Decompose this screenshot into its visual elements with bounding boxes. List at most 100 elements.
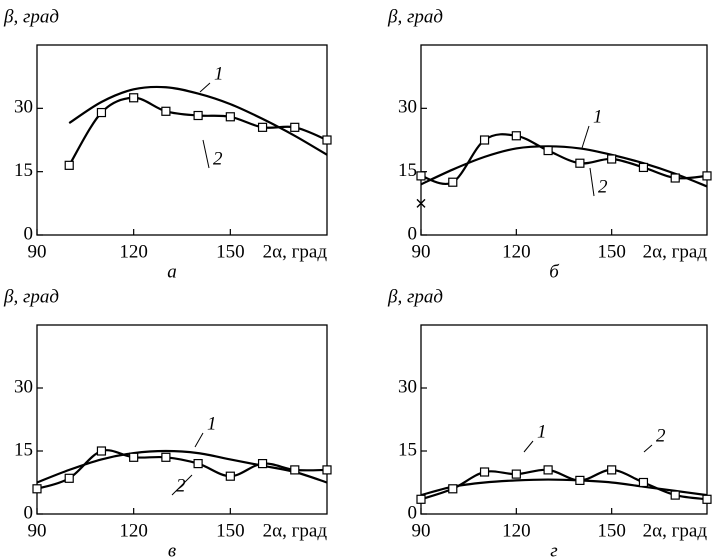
curve [420, 145, 708, 188]
marker [479, 135, 490, 145]
marker [193, 110, 203, 121]
x-axis-label: 2α, град [263, 520, 328, 541]
y-tick-label: 0 [408, 502, 418, 523]
plot-frame [420, 44, 708, 236]
x-tick-label: 90 [28, 520, 47, 541]
marker [416, 171, 426, 181]
y-tick-label: 0 [24, 223, 34, 244]
x-tick-label: 150 [216, 241, 245, 262]
marker [448, 484, 458, 494]
marker [670, 490, 680, 500]
x-axis-label: 2α, град [643, 241, 708, 262]
curve [420, 468, 708, 501]
y-tick-label: 30 [398, 97, 417, 118]
marker [670, 173, 680, 183]
curve [420, 133, 708, 186]
panel-caption: а [167, 261, 177, 282]
y-tick-label: 30 [14, 376, 33, 397]
y-tick-label: 15 [14, 160, 33, 181]
curve-label: 1 [593, 106, 603, 127]
marker [511, 469, 521, 479]
y-tick-label: 30 [398, 376, 417, 397]
marker [161, 452, 171, 462]
marker [257, 459, 268, 469]
marker [290, 122, 300, 132]
panel-caption: в [168, 540, 176, 557]
curve [68, 85, 328, 156]
x-tick-label: 90 [412, 520, 431, 541]
plot-frame [36, 324, 328, 515]
y-tick-label: 0 [408, 223, 418, 244]
x-tick-label: 150 [597, 241, 626, 262]
x-tick-label: 90 [412, 241, 431, 262]
curve-label: 2 [598, 176, 608, 197]
marker [129, 93, 139, 103]
y-tick-label: 15 [14, 439, 33, 460]
x-axis-label: 2α, град [643, 520, 708, 541]
x-tick-label: 150 [216, 520, 245, 541]
leader-line [523, 440, 534, 453]
marker [575, 475, 585, 485]
leader-line [199, 82, 211, 93]
y-axis-label: β, град [3, 6, 59, 27]
marker [416, 494, 426, 504]
leader-line [202, 139, 210, 169]
x-axis-label: 2α, град [263, 241, 328, 262]
curve-label: 1 [537, 421, 547, 442]
marker [448, 177, 458, 187]
curve-label: 2 [176, 475, 186, 496]
marker [32, 484, 42, 494]
x-tick-label: 120 [119, 241, 148, 262]
plot-frame [420, 324, 708, 515]
marker [96, 107, 107, 118]
y-axis-label: β, град [3, 286, 59, 307]
y-tick-label: 30 [14, 97, 33, 118]
marker [638, 162, 649, 173]
marker [702, 171, 712, 181]
y-axis-label: β, град [387, 6, 443, 27]
marker [290, 465, 300, 475]
curve-label: 2 [213, 148, 223, 169]
marker [575, 158, 585, 168]
curve-label: 1 [214, 63, 224, 84]
x-tick-label: 90 [28, 241, 47, 262]
leader-line [171, 474, 193, 496]
marker [638, 477, 649, 488]
marker [543, 145, 553, 156]
panel-caption: г [550, 540, 557, 557]
marker [225, 471, 235, 481]
marker [257, 122, 268, 132]
panel-caption: б [549, 261, 560, 282]
marker [193, 459, 203, 469]
y-tick-label: 15 [398, 160, 417, 181]
marker [607, 465, 617, 475]
x-tick-label: 120 [502, 241, 531, 262]
marker [702, 494, 712, 504]
cross-marker [416, 198, 426, 208]
marker [543, 465, 553, 475]
y-tick-label: 15 [398, 439, 417, 460]
leader-line [589, 167, 595, 197]
marker [96, 446, 107, 456]
curve-label: 2 [656, 425, 666, 446]
y-axis-label: β, град [387, 286, 443, 307]
marker [607, 154, 617, 164]
x-tick-label: 120 [502, 520, 531, 541]
leader-line [581, 125, 590, 149]
curve-label: 1 [207, 413, 217, 434]
marker [479, 467, 490, 477]
marker [129, 452, 139, 462]
marker [64, 473, 74, 483]
marker [322, 135, 332, 145]
leader-line [194, 432, 204, 448]
marker [161, 106, 171, 116]
marker [225, 112, 235, 122]
y-tick-label: 0 [24, 502, 34, 523]
x-tick-label: 150 [597, 520, 626, 541]
x-tick-label: 120 [119, 520, 148, 541]
plot-frame [36, 44, 328, 236]
leader-line [643, 444, 653, 453]
curve [36, 449, 328, 490]
marker [322, 465, 332, 475]
